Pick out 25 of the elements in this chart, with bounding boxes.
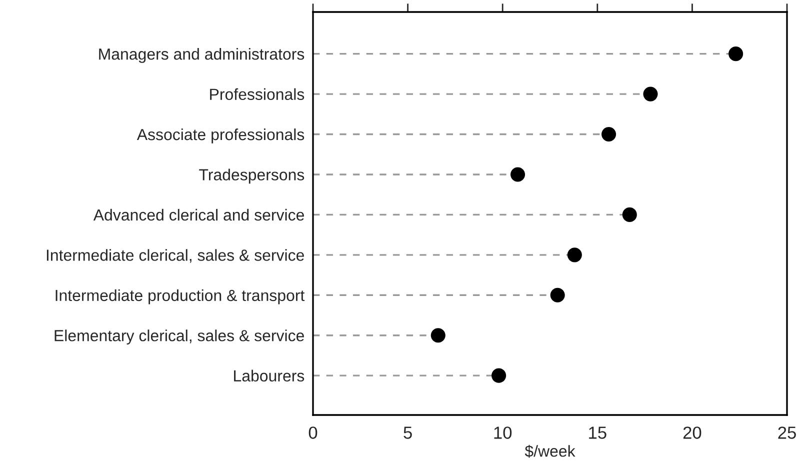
point	[510, 167, 526, 182]
point	[622, 207, 637, 222]
y-tick-label: Professionals	[210, 88, 304, 100]
x-tick-label: 10	[494, 426, 512, 439]
point	[567, 248, 582, 262]
y-tick-label: Labourers	[234, 370, 304, 382]
y-tick-label: Advanced clerical and service	[93, 208, 304, 221]
x-tick-label: 15	[589, 426, 606, 439]
point	[550, 288, 565, 302]
x-axis-title: $/week	[524, 444, 576, 458]
point	[643, 86, 658, 102]
point	[728, 46, 744, 62]
y-tick-label: Intermediate production & transport	[56, 289, 305, 304]
x-tick-label: 20	[683, 426, 702, 439]
x-tick-label: 25	[778, 426, 796, 439]
y-tick-label: Associate professionals	[136, 128, 304, 144]
y-tick-label: Intermediate clerical, sales & service	[46, 249, 304, 263]
point	[430, 328, 446, 343]
x-tick-label: 5	[404, 426, 412, 439]
point	[601, 126, 616, 142]
point	[492, 368, 506, 383]
y-tick-label: Elementary clerical, sales & service	[54, 330, 304, 344]
y-tick-label: Tradespersons	[199, 168, 304, 184]
x-tick-label: 0	[308, 426, 318, 439]
y-tick-label: Managers and administrators	[99, 48, 304, 63]
